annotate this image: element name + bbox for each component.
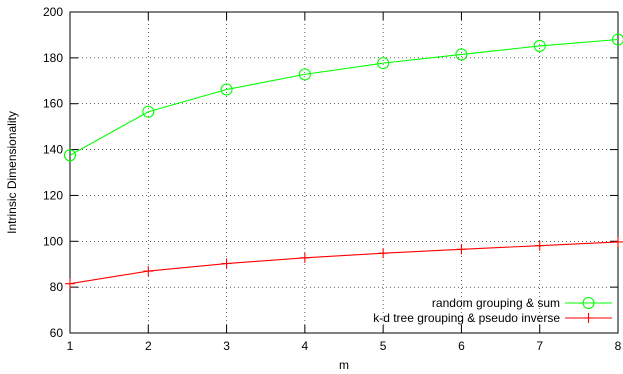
series-line-1 — [69, 241, 619, 285]
x-tick-label: 3 — [223, 339, 230, 353]
data-point-1 — [143, 266, 154, 277]
series-line-0 — [69, 38, 619, 156]
legend-sample-marker-0 — [582, 296, 595, 310]
x-tick-label: 4 — [302, 339, 309, 353]
data-point-1 — [613, 236, 623, 247]
y-tick-label: 160 — [43, 97, 63, 111]
data-point-1 — [221, 258, 232, 269]
legend: random grouping & sum k-d tree grouping … — [373, 296, 612, 325]
data-point-1 — [378, 248, 389, 259]
data-point-0 — [142, 105, 155, 118]
data-point-0 — [377, 57, 390, 70]
ticks-layer: 60 80 100 120 140 160 180 200 1 2 3 4 5 6 7 8 — [43, 5, 622, 353]
x-tick-label: 5 — [380, 339, 387, 353]
plot-frame — [69, 11, 619, 334]
y-tick-label: 60 — [50, 326, 64, 340]
x-tick-label: 1 — [67, 339, 74, 353]
data-point-0 — [220, 83, 233, 96]
data-point-0 — [298, 68, 311, 81]
y-axis-label: Intrinsic Dimensionality — [5, 111, 19, 234]
y-tick-label: 100 — [43, 234, 63, 248]
data-point-0 — [455, 48, 468, 61]
x-tick-label: 2 — [145, 339, 152, 353]
y-tick-label: 200 — [43, 5, 63, 19]
data-point-1 — [534, 240, 545, 251]
y-tick-label: 140 — [43, 143, 63, 157]
data-point-0 — [63, 149, 77, 162]
data-point-1 — [299, 252, 310, 263]
series-layer — [63, 33, 623, 289]
x-tick-label: 8 — [615, 339, 622, 353]
y-tick-label: 80 — [50, 280, 64, 294]
x-axis-label: m — [339, 358, 349, 372]
data-point-1 — [65, 278, 75, 289]
legend-sample-marker-1 — [583, 313, 594, 323]
x-tick-label: 7 — [536, 339, 543, 353]
data-point-1 — [456, 244, 467, 255]
y-tick-label: 180 — [43, 51, 63, 65]
y-tick-label: 120 — [43, 188, 63, 202]
data-point-0 — [611, 33, 623, 46]
x-tick-label: 6 — [458, 339, 465, 353]
legend-label-kd-tree-grouping: k-d tree grouping & pseudo inverse — [373, 311, 560, 325]
data-point-0 — [533, 39, 546, 52]
grid-layer — [70, 12, 618, 333]
legend-label-random-grouping: random grouping & sum — [432, 296, 560, 310]
